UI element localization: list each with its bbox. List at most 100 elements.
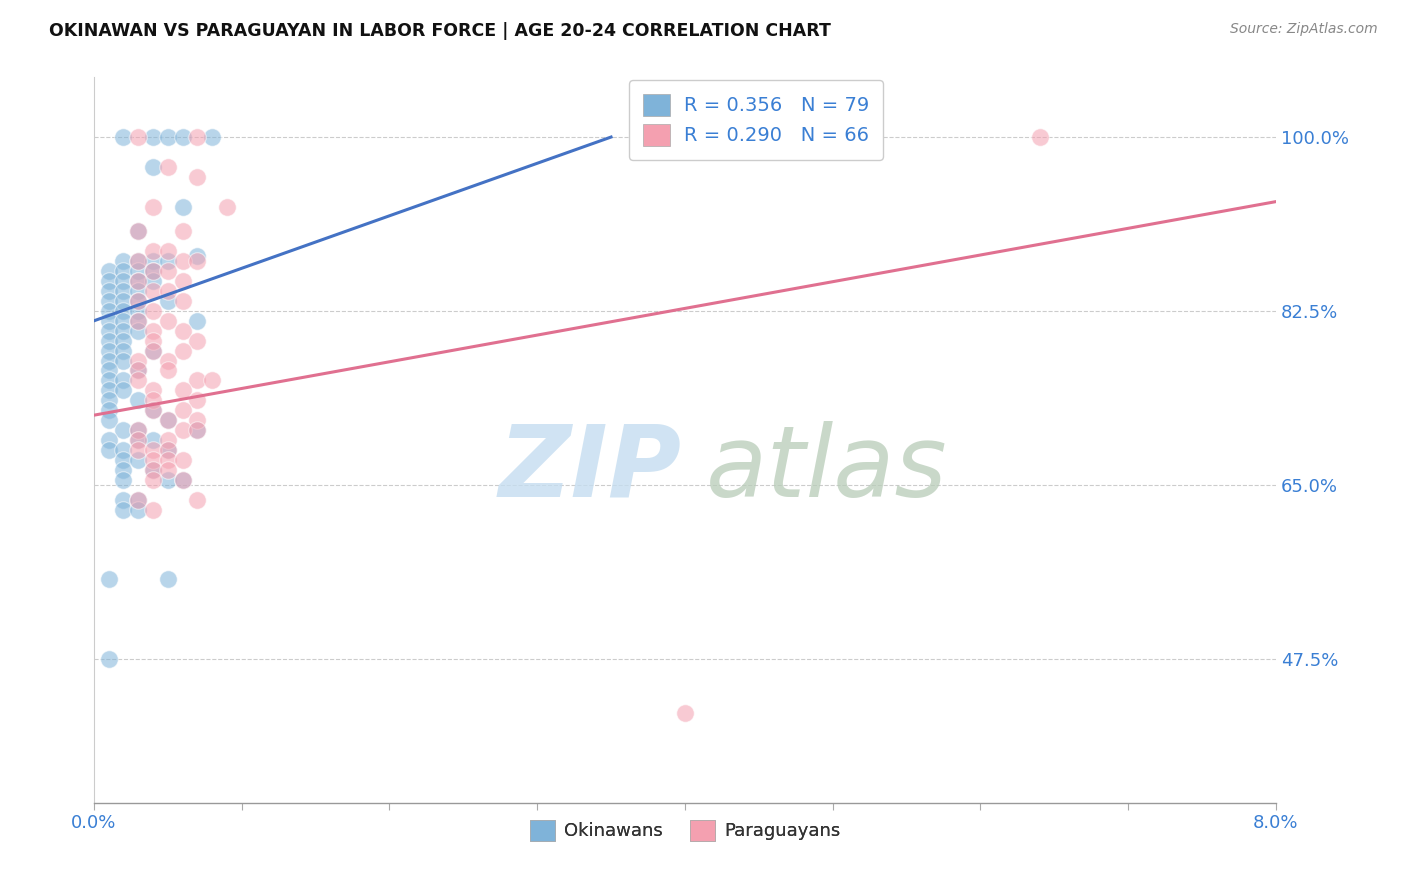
Point [186,169,208,184]
Point [201,373,224,387]
Point [142,343,165,358]
Point [97,304,120,318]
Point [186,492,208,507]
Point [127,442,149,457]
Point [127,264,149,278]
Point [186,423,208,437]
Point [172,473,194,487]
Point [112,384,135,398]
Point [97,651,120,665]
Point [156,244,179,259]
Point [673,706,696,721]
Point [156,314,179,328]
Point [172,254,194,268]
Point [97,403,120,417]
Point [97,572,120,586]
Point [97,442,120,457]
Point [112,423,135,437]
Point [127,130,149,145]
Point [112,304,135,318]
Point [112,463,135,477]
Point [156,413,179,427]
Point [172,200,194,214]
Legend: Okinawans, Paraguayans: Okinawans, Paraguayans [523,813,848,848]
Point [127,453,149,467]
Point [127,373,149,387]
Point [186,423,208,437]
Point [127,363,149,377]
Point [186,254,208,268]
Point [142,463,165,477]
Point [127,254,149,268]
Point [127,274,149,288]
Point [142,384,165,398]
Point [172,224,194,238]
Point [186,373,208,387]
Point [112,314,135,328]
Point [97,433,120,447]
Point [186,130,208,145]
Point [156,413,179,427]
Point [97,413,120,427]
Point [142,403,165,417]
Point [127,423,149,437]
Point [156,442,179,457]
Point [172,403,194,417]
Point [112,324,135,338]
Point [112,130,135,145]
Point [127,224,149,238]
Point [172,453,194,467]
Point [142,473,165,487]
Point [97,284,120,298]
Point [97,363,120,377]
Point [112,284,135,298]
Point [112,473,135,487]
Point [127,274,149,288]
Point [142,502,165,516]
Point [127,502,149,516]
Point [142,264,165,278]
Point [156,453,179,467]
Point [127,314,149,328]
Point [142,442,165,457]
Point [97,373,120,387]
Point [112,442,135,457]
Point [172,293,194,308]
Point [172,423,194,437]
Point [127,304,149,318]
Point [172,274,194,288]
Point [172,343,194,358]
Point [142,244,165,259]
Point [142,274,165,288]
Point [112,274,135,288]
Point [97,353,120,368]
Point [112,254,135,268]
Point [142,324,165,338]
Point [142,393,165,408]
Point [112,453,135,467]
Point [156,293,179,308]
Point [156,363,179,377]
Point [186,334,208,348]
Point [156,442,179,457]
Point [112,264,135,278]
Point [142,433,165,447]
Point [215,200,238,214]
Point [112,343,135,358]
Point [156,284,179,298]
Point [127,393,149,408]
Point [127,254,149,268]
Point [127,492,149,507]
Point [127,353,149,368]
Point [127,423,149,437]
Point [142,453,165,467]
Point [127,293,149,308]
Point [142,264,165,278]
Point [142,130,165,145]
Point [97,314,120,328]
Point [127,433,149,447]
Point [112,334,135,348]
Text: ZIP: ZIP [499,420,682,517]
Point [142,343,165,358]
Point [1028,130,1050,145]
